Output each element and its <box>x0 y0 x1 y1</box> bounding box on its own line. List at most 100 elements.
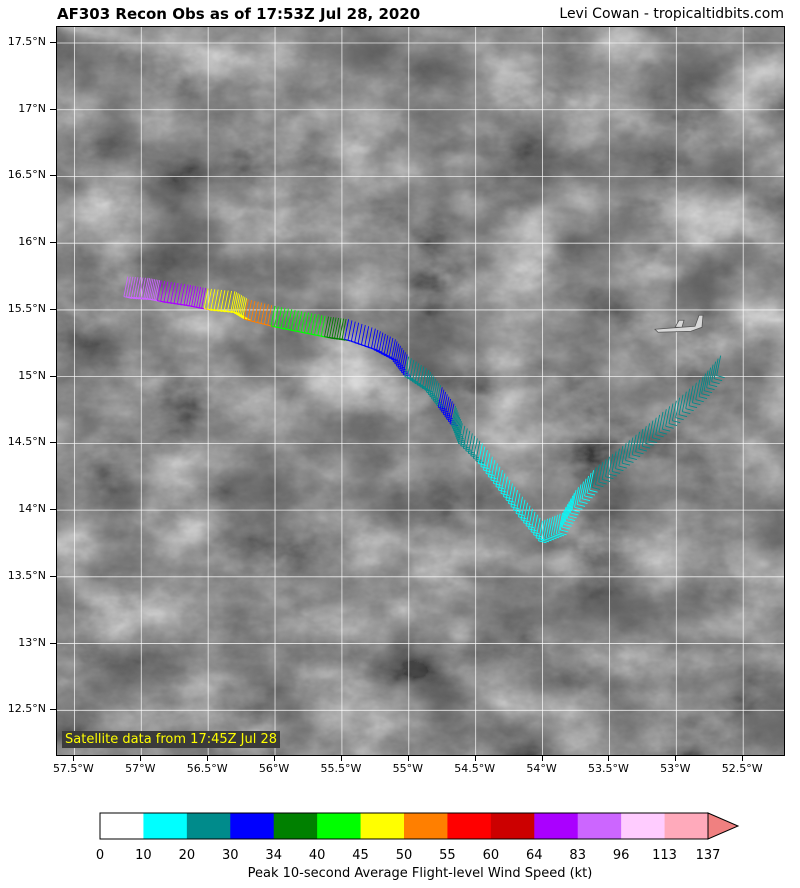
wind-barb <box>242 298 251 321</box>
lon-tick-mark <box>407 756 409 761</box>
wind-barb <box>625 440 634 463</box>
lat-tick-label: 17°N <box>18 101 46 115</box>
wind-barb <box>598 461 607 485</box>
wind-barb <box>373 329 382 353</box>
wind-barb <box>492 463 502 486</box>
colorbar-extend-arrow <box>707 812 740 840</box>
wind-barb <box>510 486 520 510</box>
wind-barb <box>508 483 517 506</box>
wind-barb <box>648 420 658 443</box>
satellite-timestamp-label: Satellite data from 17:45Z Jul 28 <box>62 731 281 748</box>
wind-barb <box>472 438 482 461</box>
colorbar-segment <box>664 813 709 839</box>
lon-tick-label: 54°W <box>526 762 557 775</box>
wind-barb <box>462 428 472 451</box>
lat-tick-mark <box>50 242 56 244</box>
wind-barb <box>497 469 507 493</box>
wind-barb <box>668 403 678 426</box>
wind-barb <box>485 453 494 476</box>
lat-tick-label: 13.5°N <box>7 568 46 582</box>
wind-barb <box>406 358 416 381</box>
lon-tick-label: 52.5°W <box>721 762 763 775</box>
wind-barb <box>675 397 684 421</box>
wind-barb <box>641 426 651 449</box>
lon-tick-label: 57°W <box>125 762 156 775</box>
wind-barb <box>574 487 583 510</box>
colorbar-tick-label: 60 <box>482 848 500 863</box>
colorbar-segment <box>447 813 492 839</box>
lat-tick-mark <box>50 575 56 577</box>
satellite-map[interactable] <box>56 26 785 756</box>
wind-barb <box>681 391 691 415</box>
lat-tick-label: 12.5°N <box>7 702 46 716</box>
wind-barb <box>490 459 500 483</box>
wind-barb <box>695 379 704 403</box>
wind-barb <box>404 356 413 380</box>
lat-tick-mark <box>50 509 56 511</box>
wind-barb <box>701 373 710 397</box>
wind-barb <box>518 496 527 520</box>
wind-barb <box>604 456 614 480</box>
wind-barb <box>571 490 581 513</box>
lat-tick-label: 14.5°N <box>7 435 46 449</box>
wind-barb <box>685 388 694 412</box>
lat-tick-mark <box>50 42 56 43</box>
wind-barb <box>716 355 725 379</box>
wind-barb <box>467 433 477 456</box>
wind-barb <box>470 435 479 459</box>
colorbar <box>99 812 740 840</box>
wind-barb <box>688 385 698 409</box>
colorbar-segment <box>230 813 275 839</box>
wind-barb <box>566 498 576 522</box>
wind-barb <box>678 394 688 418</box>
wind-barb <box>515 493 525 516</box>
lat-tick-label: 16°N <box>18 235 46 249</box>
wind-barb <box>591 467 601 490</box>
wind-barb <box>608 453 617 477</box>
wind-barb <box>513 490 522 513</box>
colorbar-segment <box>186 813 231 839</box>
colorbar-tick-label: 30 <box>222 848 239 863</box>
colorbar-segment <box>577 813 622 839</box>
colorbar-tick-label: 34 <box>265 848 282 863</box>
lon-tick-label: 53.5°W <box>587 762 629 775</box>
lat-tick-label: 14°N <box>18 502 46 516</box>
wind-barb <box>621 443 631 466</box>
lat-tick-mark <box>50 442 56 444</box>
wind-barb <box>528 508 537 532</box>
lon-tick-mark <box>541 756 543 761</box>
lat-tick-label: 15.5°N <box>7 301 46 315</box>
wind-barb <box>383 335 393 358</box>
wind-barb <box>655 414 664 438</box>
wind-barb <box>487 456 497 480</box>
colorbar-segment <box>404 813 448 839</box>
lat-tick-mark <box>50 175 56 177</box>
wind-barb <box>671 400 681 424</box>
lon-tick-mark <box>742 756 744 761</box>
lon-tick-label: 57.5°W <box>52 762 94 775</box>
flight-track <box>123 276 725 544</box>
wind-barb <box>665 406 674 429</box>
wind-barb <box>631 434 641 458</box>
wind-barb <box>579 481 588 505</box>
wind-barb <box>576 484 586 507</box>
colorbar-tick-label: 96 <box>612 848 630 863</box>
lat-tick-mark <box>50 642 56 644</box>
airplane-icon[interactable] <box>654 314 704 333</box>
lon-tick-label: 54.5°W <box>454 762 496 775</box>
wind-barb <box>638 428 647 452</box>
wind-barb <box>503 476 512 500</box>
wind-barb <box>213 289 223 313</box>
wind-barb <box>611 451 621 474</box>
wind-barb <box>581 478 591 502</box>
wind-barb <box>711 361 720 385</box>
wind-barb <box>477 443 487 466</box>
wind-barb <box>416 364 426 388</box>
wind-barb <box>375 331 385 354</box>
wind-barb <box>535 517 545 541</box>
wind-barb <box>559 509 569 533</box>
colorbar-segment <box>534 813 579 839</box>
colorbar-segment <box>490 813 535 839</box>
wind-barb <box>207 288 216 312</box>
wind-barb <box>635 431 644 455</box>
